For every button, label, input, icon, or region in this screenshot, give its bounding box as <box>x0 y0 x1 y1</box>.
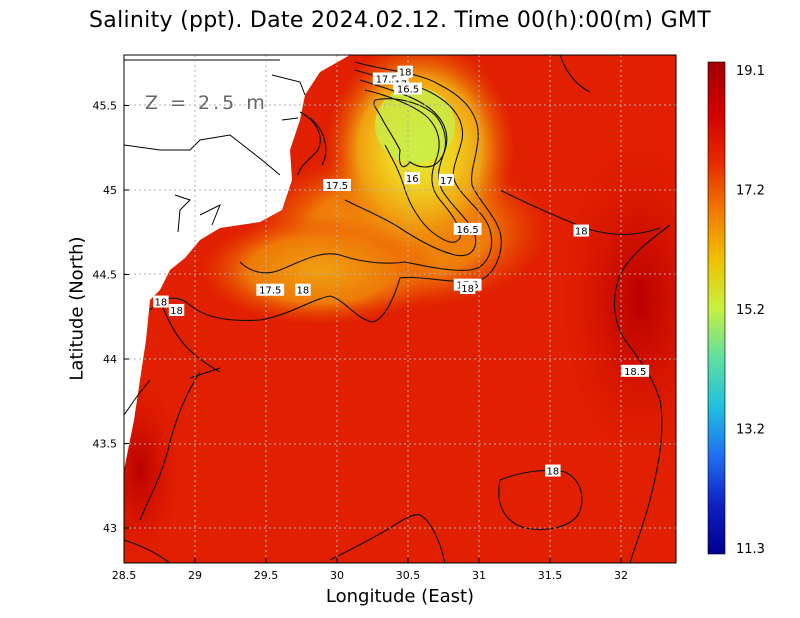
contour-label-bg <box>256 283 285 296</box>
contour-label: 16.5 <box>457 225 479 236</box>
land-mask <box>124 55 350 470</box>
y-tick-label: 43.5 <box>93 438 118 451</box>
contour-label: 17.5 <box>259 286 281 297</box>
contour-label: 17.5 <box>326 181 348 192</box>
contour-label: 17.5 <box>376 74 398 85</box>
contour-label-bg <box>394 82 422 95</box>
contour-label: 18 <box>155 298 168 309</box>
map-frame <box>123 54 677 564</box>
x-tick-label: 29.5 <box>254 569 279 582</box>
colorbar <box>707 61 726 555</box>
x-tick-label: 30 <box>330 569 344 582</box>
contour-label-bg <box>459 282 476 295</box>
gridlines <box>124 55 676 563</box>
x-tick-label: 31.5 <box>538 569 563 582</box>
y-tick-label: 44.5 <box>93 269 118 282</box>
x-tick-label: 31 <box>472 569 486 582</box>
x-axis-label: Longitude (East) <box>325 586 475 607</box>
x-axis-ticks: 28.5 29 29.5 30 30.5 31 31.5 32 <box>112 558 628 582</box>
contour-label-bg <box>545 464 561 477</box>
contour-label: 18 <box>297 286 310 297</box>
x-tick-label: 28.5 <box>112 569 137 582</box>
y-tick-label: 45 <box>103 184 117 197</box>
contour-label: 16 <box>406 174 419 185</box>
contour-label-bg <box>295 283 311 296</box>
colorbar-label: 19.1 <box>736 64 765 79</box>
y-axis-label: Latitude (North) <box>66 236 88 381</box>
colorbar-label: 13.2 <box>736 423 765 438</box>
contour-label: 18 <box>399 68 412 79</box>
contour-label: 18 <box>546 467 559 478</box>
y-tick-label: 43 <box>103 522 117 535</box>
contour-label-bg <box>453 222 482 235</box>
contour-label-bg <box>168 303 185 316</box>
contour-label: 18.5 <box>624 367 646 378</box>
contour-labels: 1817.51716.5161717.516.51817.51817.51818… <box>153 65 650 478</box>
contour-label-bg <box>323 178 351 191</box>
y-axis-ticks: 43 43.5 44 44.5 45 45.5 <box>93 100 129 535</box>
contour-label-bg <box>438 173 455 186</box>
contour-label-bg <box>621 364 650 377</box>
contour-label: 17 <box>440 176 453 187</box>
contour-label-bg <box>153 295 169 308</box>
contour-label-bg <box>573 224 589 237</box>
x-tick-label: 32 <box>614 569 628 582</box>
contour-label-bg <box>397 65 413 78</box>
contour-label: 18 <box>461 284 474 295</box>
colorbar-label: 15.2 <box>736 303 765 318</box>
x-tick-label: 29 <box>188 569 202 582</box>
depth-label: Z = 2.5 m <box>145 92 268 114</box>
y-tick-label: 44 <box>103 353 117 366</box>
contour-label-bg <box>404 172 420 185</box>
contour-label: 18 <box>170 306 183 317</box>
contour-label: 18 <box>575 227 588 238</box>
map-title: Salinity (ppt). Date 2024.02.12. Time 00… <box>89 8 711 33</box>
colorbar-label: 17.2 <box>736 184 765 199</box>
x-tick-label: 30.5 <box>396 569 421 582</box>
contour-label: 16.5 <box>397 85 419 96</box>
y-tick-label: 45.5 <box>93 100 118 113</box>
colorbar-label: 11.3 <box>736 542 765 557</box>
colorbar-labels: 19.1 17.2 15.2 13.2 11.3 <box>736 64 765 557</box>
